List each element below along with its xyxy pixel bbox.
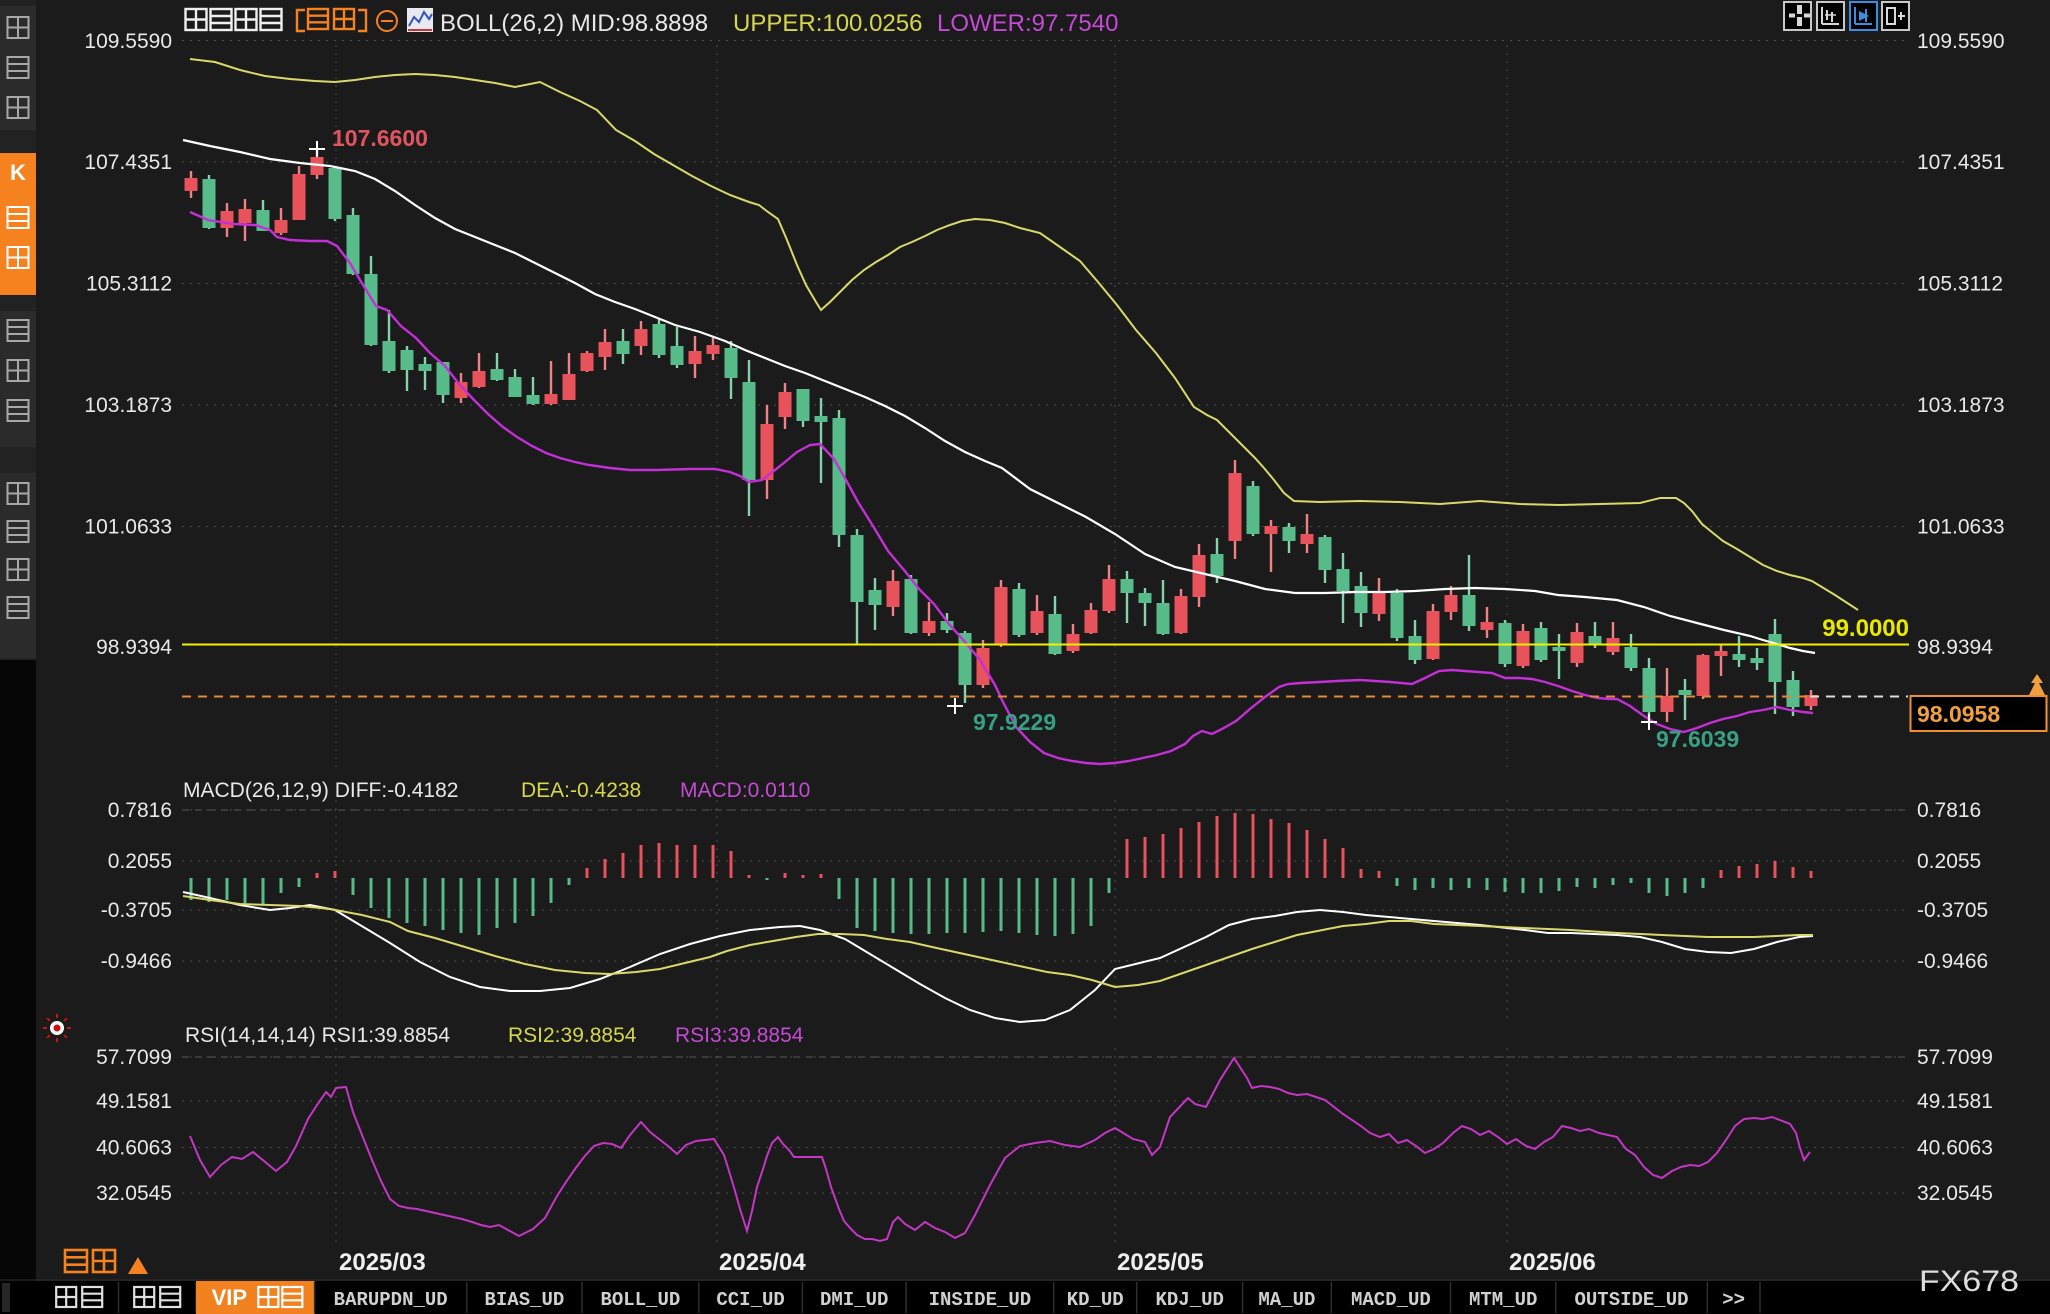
svg-text:107.4351: 107.4351: [84, 151, 172, 174]
svg-text:BOLL_UD: BOLL_UD: [600, 1289, 680, 1311]
svg-text:RSI(14,14,14) RSI1:39.8854: RSI(14,14,14) RSI1:39.8854: [185, 1024, 450, 1047]
svg-text:2025/03: 2025/03: [339, 1249, 426, 1276]
svg-text:57.7099: 57.7099: [1917, 1046, 1993, 1069]
svg-text:2025/04: 2025/04: [719, 1249, 806, 1276]
svg-text:>>: >>: [1722, 1289, 1745, 1311]
svg-text:LOWER:97.7540: LOWER:97.7540: [937, 10, 1118, 37]
svg-text:98.9394: 98.9394: [96, 636, 172, 659]
svg-text:RSI2:39.8854: RSI2:39.8854: [508, 1024, 637, 1047]
svg-text:MTM_UD: MTM_UD: [1469, 1289, 1537, 1311]
svg-text:0.7816: 0.7816: [1917, 799, 1981, 822]
svg-text:0.2055: 0.2055: [108, 850, 172, 873]
svg-text:UPPER:100.0256: UPPER:100.0256: [733, 10, 922, 37]
svg-text:109.5590: 109.5590: [1917, 30, 2005, 53]
svg-text:2025/06: 2025/06: [1509, 1249, 1596, 1276]
svg-text:0.2055: 0.2055: [1917, 850, 1981, 873]
svg-text:VIP: VIP: [212, 1285, 247, 1310]
svg-text:97.6039: 97.6039: [1656, 726, 1739, 752]
svg-text:105.3112: 105.3112: [1917, 273, 2003, 296]
svg-text:BOLL(26,2) MID:98.8898: BOLL(26,2) MID:98.8898: [440, 10, 708, 37]
svg-text:97.9229: 97.9229: [973, 709, 1056, 735]
svg-text:OUTSIDE_UD: OUTSIDE_UD: [1574, 1289, 1688, 1311]
svg-text:49.1581: 49.1581: [1917, 1090, 1993, 1113]
svg-text:99.0000: 99.0000: [1822, 615, 1909, 642]
svg-text:101.0633: 101.0633: [1917, 516, 2005, 539]
svg-text:32.0545: 32.0545: [96, 1182, 172, 1205]
svg-text:MA_UD: MA_UD: [1258, 1289, 1315, 1311]
svg-text:103.1873: 103.1873: [1917, 394, 2005, 417]
svg-text:32.0545: 32.0545: [1917, 1182, 1993, 1205]
svg-text:0.7816: 0.7816: [108, 799, 172, 822]
svg-text:K: K: [10, 160, 26, 185]
svg-text:CCI_UD: CCI_UD: [716, 1289, 784, 1311]
svg-text:98.9394: 98.9394: [1917, 636, 1993, 659]
svg-text:BARUPDN_UD: BARUPDN_UD: [334, 1289, 448, 1311]
svg-text:BIAS_UD: BIAS_UD: [484, 1289, 564, 1311]
svg-text:KDJ_UD: KDJ_UD: [1155, 1289, 1223, 1311]
svg-text:49.1581: 49.1581: [96, 1090, 172, 1113]
svg-text:101.0633: 101.0633: [84, 516, 172, 539]
svg-text:40.6063: 40.6063: [1917, 1137, 1993, 1160]
svg-text:57.7099: 57.7099: [96, 1046, 172, 1069]
svg-text:109.5590: 109.5590: [84, 30, 172, 53]
svg-text:DEA:-0.4238: DEA:-0.4238: [521, 779, 641, 802]
svg-text:MACD_UD: MACD_UD: [1351, 1289, 1431, 1311]
svg-text:FX678: FX678: [1919, 1265, 2019, 1298]
svg-text:103.1873: 103.1873: [84, 394, 172, 417]
svg-text:-0.9466: -0.9466: [1917, 950, 1988, 973]
svg-text:-0.3705: -0.3705: [1917, 899, 1988, 922]
svg-text:INSIDE_UD: INSIDE_UD: [929, 1289, 1032, 1311]
svg-text:MACD:0.0110: MACD:0.0110: [680, 779, 810, 802]
svg-text:MACD(26,12,9) DIFF:-0.4182: MACD(26,12,9) DIFF:-0.4182: [183, 779, 458, 802]
svg-text:40.6063: 40.6063: [96, 1137, 172, 1160]
svg-text:KD_UD: KD_UD: [1067, 1289, 1124, 1311]
svg-text:-0.3705: -0.3705: [101, 899, 172, 922]
svg-text:RSI3:39.8854: RSI3:39.8854: [675, 1024, 804, 1047]
svg-text:107.6600: 107.6600: [332, 125, 428, 151]
svg-text:2025/05: 2025/05: [1117, 1249, 1204, 1276]
svg-text:107.4351: 107.4351: [1917, 151, 2005, 174]
svg-text:105.3112: 105.3112: [86, 273, 172, 296]
svg-text:DMI_UD: DMI_UD: [820, 1289, 888, 1311]
svg-text:98.0958: 98.0958: [1917, 701, 2000, 727]
svg-text:-0.9466: -0.9466: [101, 950, 172, 973]
